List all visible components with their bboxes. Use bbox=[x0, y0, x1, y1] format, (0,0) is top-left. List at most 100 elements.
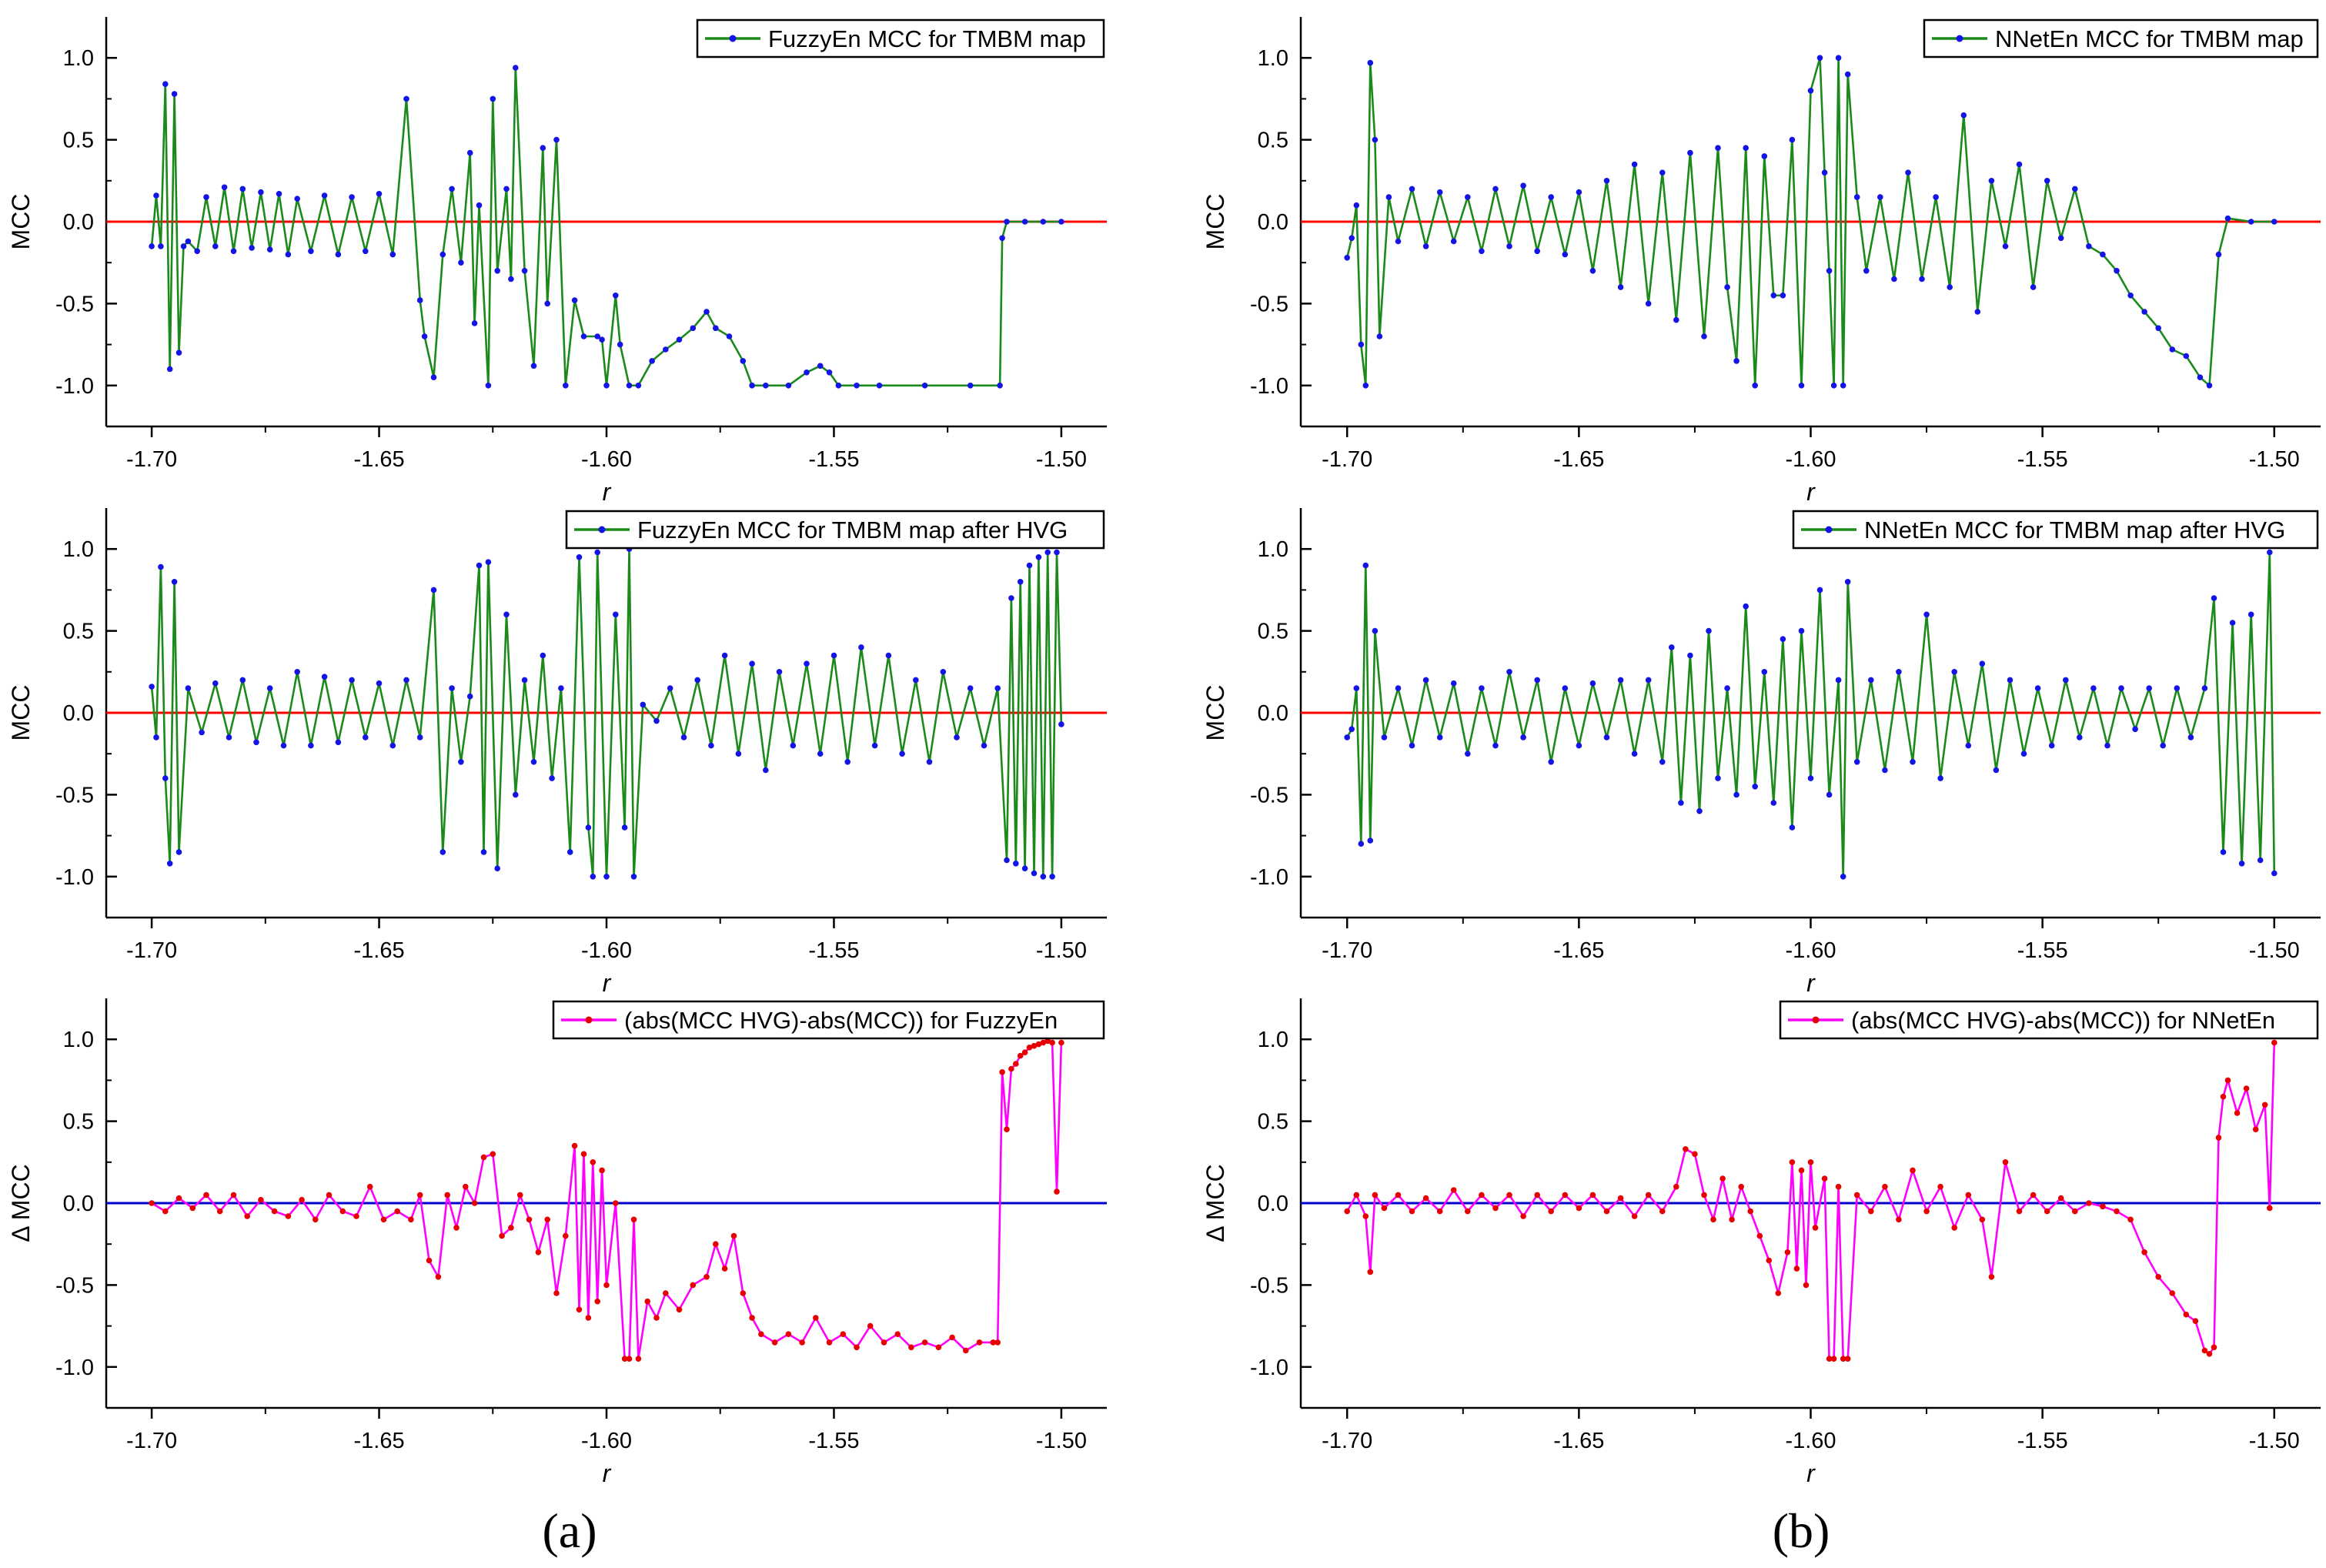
data-point bbox=[1562, 1192, 1569, 1199]
data-point bbox=[2267, 1205, 2273, 1212]
data-point bbox=[1933, 194, 1939, 200]
data-point bbox=[239, 677, 246, 684]
data-point bbox=[1780, 293, 1786, 299]
data-point bbox=[2034, 685, 2041, 691]
x-axis-title: r bbox=[603, 969, 612, 997]
data-point bbox=[1960, 112, 1967, 119]
data-point bbox=[1910, 759, 1916, 765]
data-point bbox=[1923, 1208, 1930, 1215]
data-point bbox=[1367, 1269, 1374, 1275]
data-point bbox=[389, 742, 396, 749]
data-point bbox=[876, 383, 883, 389]
data-point bbox=[1853, 1192, 1860, 1199]
y-tick-label: 1.0 bbox=[1258, 537, 1288, 562]
y-tick-label: 1.0 bbox=[63, 1028, 94, 1052]
data-point bbox=[549, 775, 555, 781]
data-point bbox=[1840, 874, 1846, 880]
data-point bbox=[276, 191, 282, 197]
x-tick-label: -1.60 bbox=[581, 447, 632, 472]
data-point bbox=[2192, 1318, 2199, 1324]
data-point bbox=[2169, 1290, 2176, 1296]
data-point bbox=[1821, 1175, 1828, 1182]
data-point bbox=[1576, 189, 1582, 196]
data-point bbox=[540, 652, 546, 659]
data-point bbox=[2114, 268, 2120, 274]
data-point bbox=[835, 383, 842, 389]
y-tick-label: -1.0 bbox=[1250, 374, 1288, 399]
data-point bbox=[499, 1232, 505, 1239]
data-point bbox=[471, 1200, 478, 1206]
data-point bbox=[594, 1298, 600, 1305]
data-point bbox=[1853, 194, 1860, 200]
data-point bbox=[2187, 734, 2194, 741]
data-point bbox=[1965, 1192, 1972, 1199]
data-point bbox=[613, 611, 619, 618]
data-point bbox=[1040, 874, 1047, 880]
data-point bbox=[185, 685, 192, 691]
data-point bbox=[1844, 579, 1851, 585]
legend-box bbox=[696, 18, 1105, 59]
data-point bbox=[158, 563, 164, 570]
x-tick-label: -1.55 bbox=[2017, 1429, 2068, 1453]
x-tick-label: -1.70 bbox=[126, 1429, 177, 1453]
data-point bbox=[1381, 1205, 1388, 1212]
data-point bbox=[175, 849, 182, 855]
data-point bbox=[1812, 1225, 1819, 1231]
data-point bbox=[1993, 767, 2000, 774]
data-point bbox=[1348, 235, 1355, 242]
data-point bbox=[426, 1257, 433, 1264]
data-point bbox=[1562, 251, 1569, 258]
data-point bbox=[580, 1151, 587, 1157]
data-point bbox=[1044, 549, 1051, 556]
data-point bbox=[1465, 1208, 1471, 1215]
legend-box bbox=[1923, 18, 2319, 59]
data-point bbox=[2201, 685, 2208, 691]
data-point bbox=[1821, 169, 1828, 176]
x-tick-label: -1.65 bbox=[1553, 1429, 1604, 1453]
data-point bbox=[2271, 1039, 2278, 1046]
data-point bbox=[1631, 161, 1638, 168]
data-point bbox=[439, 251, 446, 258]
data-point bbox=[926, 759, 933, 765]
data-point bbox=[1659, 1208, 1666, 1215]
data-point bbox=[1738, 1183, 1744, 1190]
data-point bbox=[1988, 178, 1995, 184]
data-point bbox=[349, 677, 355, 684]
data-point bbox=[1017, 579, 1024, 585]
data-point bbox=[408, 1216, 414, 1223]
data-point bbox=[653, 1315, 660, 1321]
data-point bbox=[1385, 194, 1392, 200]
data-point bbox=[635, 1356, 642, 1362]
data-point bbox=[694, 677, 700, 684]
data-point bbox=[1816, 587, 1823, 593]
data-point bbox=[2224, 215, 2231, 222]
data-point bbox=[1793, 1265, 1800, 1272]
data-point bbox=[594, 549, 600, 556]
legend-box bbox=[552, 1000, 1105, 1040]
y-tick-label: -0.5 bbox=[1250, 292, 1288, 316]
data-point bbox=[2234, 1110, 2241, 1116]
data-point bbox=[175, 1195, 182, 1202]
data-point bbox=[463, 1183, 469, 1190]
data-point bbox=[2267, 549, 2273, 556]
data-point bbox=[544, 300, 550, 307]
data-point bbox=[2030, 284, 2037, 290]
data-point bbox=[2146, 685, 2152, 691]
data-point bbox=[239, 186, 246, 192]
data-point bbox=[1770, 800, 1777, 806]
data-point bbox=[571, 297, 578, 303]
data-point bbox=[1021, 1049, 1028, 1055]
data-point bbox=[2211, 1344, 2217, 1351]
data-point bbox=[1353, 1192, 1360, 1199]
data-point bbox=[416, 1192, 423, 1199]
data-point bbox=[804, 369, 810, 376]
legend-marker-swatch bbox=[729, 35, 737, 42]
data-point bbox=[1719, 1175, 1726, 1182]
data-point bbox=[2007, 677, 2014, 684]
x-axis-title: r bbox=[1806, 969, 1816, 997]
data-point bbox=[1868, 677, 1874, 684]
data-point bbox=[1687, 149, 1693, 156]
data-point bbox=[1603, 1208, 1610, 1215]
data-point bbox=[258, 189, 264, 196]
data-point bbox=[885, 652, 892, 659]
